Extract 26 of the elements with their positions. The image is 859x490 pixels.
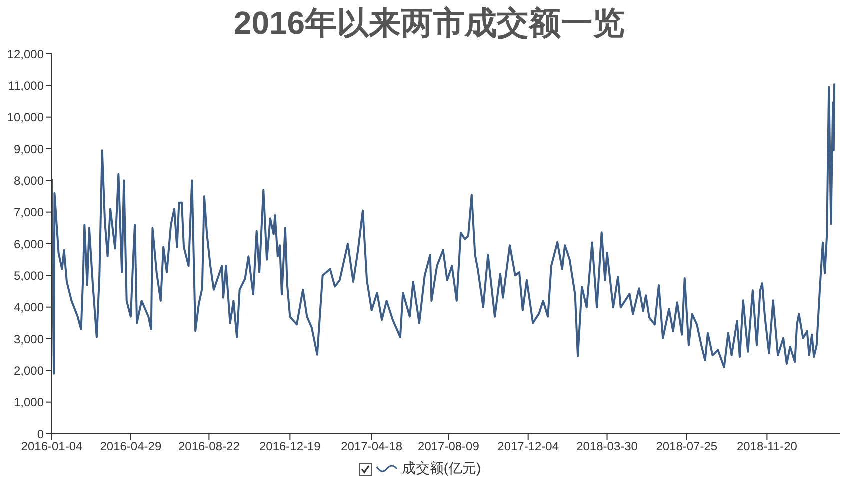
y-tick-label: 8,000 [14,174,44,188]
x-tick-label: 2017-04-18 [341,440,403,454]
y-tick-label: 6,000 [14,237,44,252]
y-tick-label: 11,000 [8,78,44,93]
y-tick-label: 9,000 [14,142,44,156]
y-tick-label: 12,000 [7,47,44,62]
y-tick-label: 3,000 [14,332,44,346]
y-tick-label: 10,000 [7,110,44,125]
x-tick-label: 2018-11-20 [736,440,798,454]
x-tick-label: 2016-08-22 [178,440,240,454]
x-tick-label: 2016-04-29 [100,440,162,454]
x-tick-label: 2016-01-04 [21,440,84,454]
y-tick-label: 7,000 [14,206,44,220]
y-tick-label: 2,000 [14,364,44,378]
x-tick-label: 2016-12-19 [259,440,322,454]
x-tick-label: 2018-03-30 [576,440,638,454]
y-tick-label: 0 [37,427,44,442]
line-series [52,82,836,375]
legend-label: 成交额(亿元) [402,460,482,478]
x-tick-label: 2017-12-04 [498,440,560,454]
y-tick-label: 5,000 [14,268,44,283]
x-tick-label: 2018-07-25 [656,440,718,454]
y-tick-label: 1,000 [14,396,44,410]
chart-title: 2016年以来两市成交额一览 [232,4,626,43]
x-tick-label: 2017-08-09 [418,440,480,454]
y-tick-label: 4,000 [14,300,44,315]
